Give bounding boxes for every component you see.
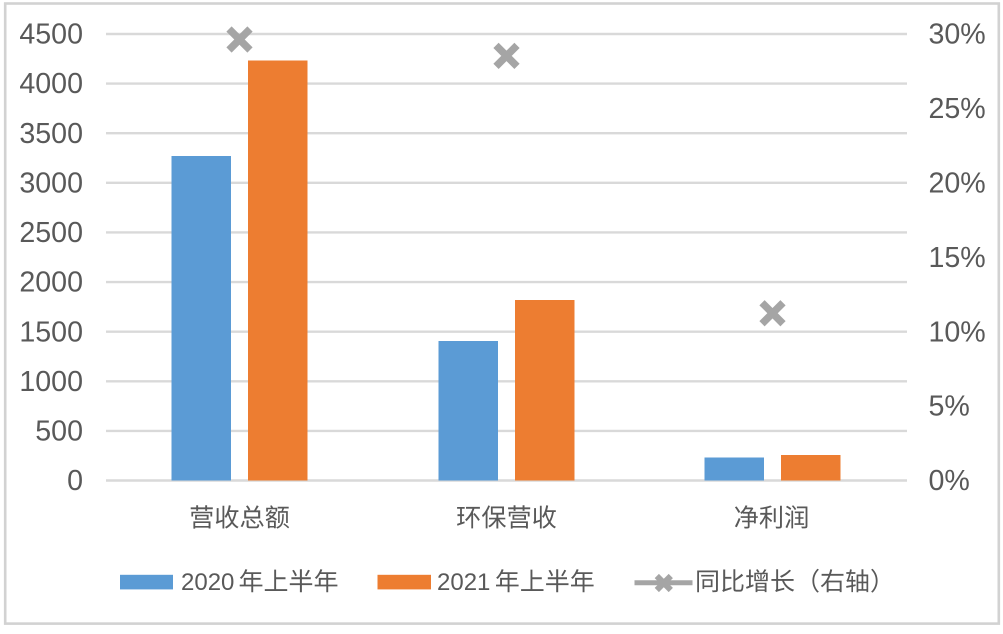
svg-text:500: 500	[35, 416, 83, 448]
svg-text:0%: 0%	[929, 465, 970, 497]
svg-text:25%: 25%	[929, 93, 986, 125]
svg-text:10%: 10%	[929, 316, 986, 348]
svg-text:0: 0	[67, 465, 83, 497]
svg-text:30%: 30%	[929, 19, 986, 51]
svg-text:15%: 15%	[929, 242, 986, 274]
svg-text:2020: 2020	[181, 569, 234, 596]
svg-text:3500: 3500	[19, 118, 83, 150]
svg-text:20%: 20%	[929, 167, 986, 199]
svg-text:1000: 1000	[19, 366, 83, 398]
svg-text:5%: 5%	[929, 391, 970, 423]
svg-text:1500: 1500	[19, 316, 83, 348]
svg-text:4000: 4000	[19, 68, 83, 100]
svg-text:2500: 2500	[19, 217, 83, 249]
svg-text:2000: 2000	[19, 267, 83, 299]
svg-text:4500: 4500	[19, 19, 83, 51]
svg-text:3000: 3000	[19, 167, 83, 199]
svg-text:2021: 2021	[437, 569, 490, 596]
